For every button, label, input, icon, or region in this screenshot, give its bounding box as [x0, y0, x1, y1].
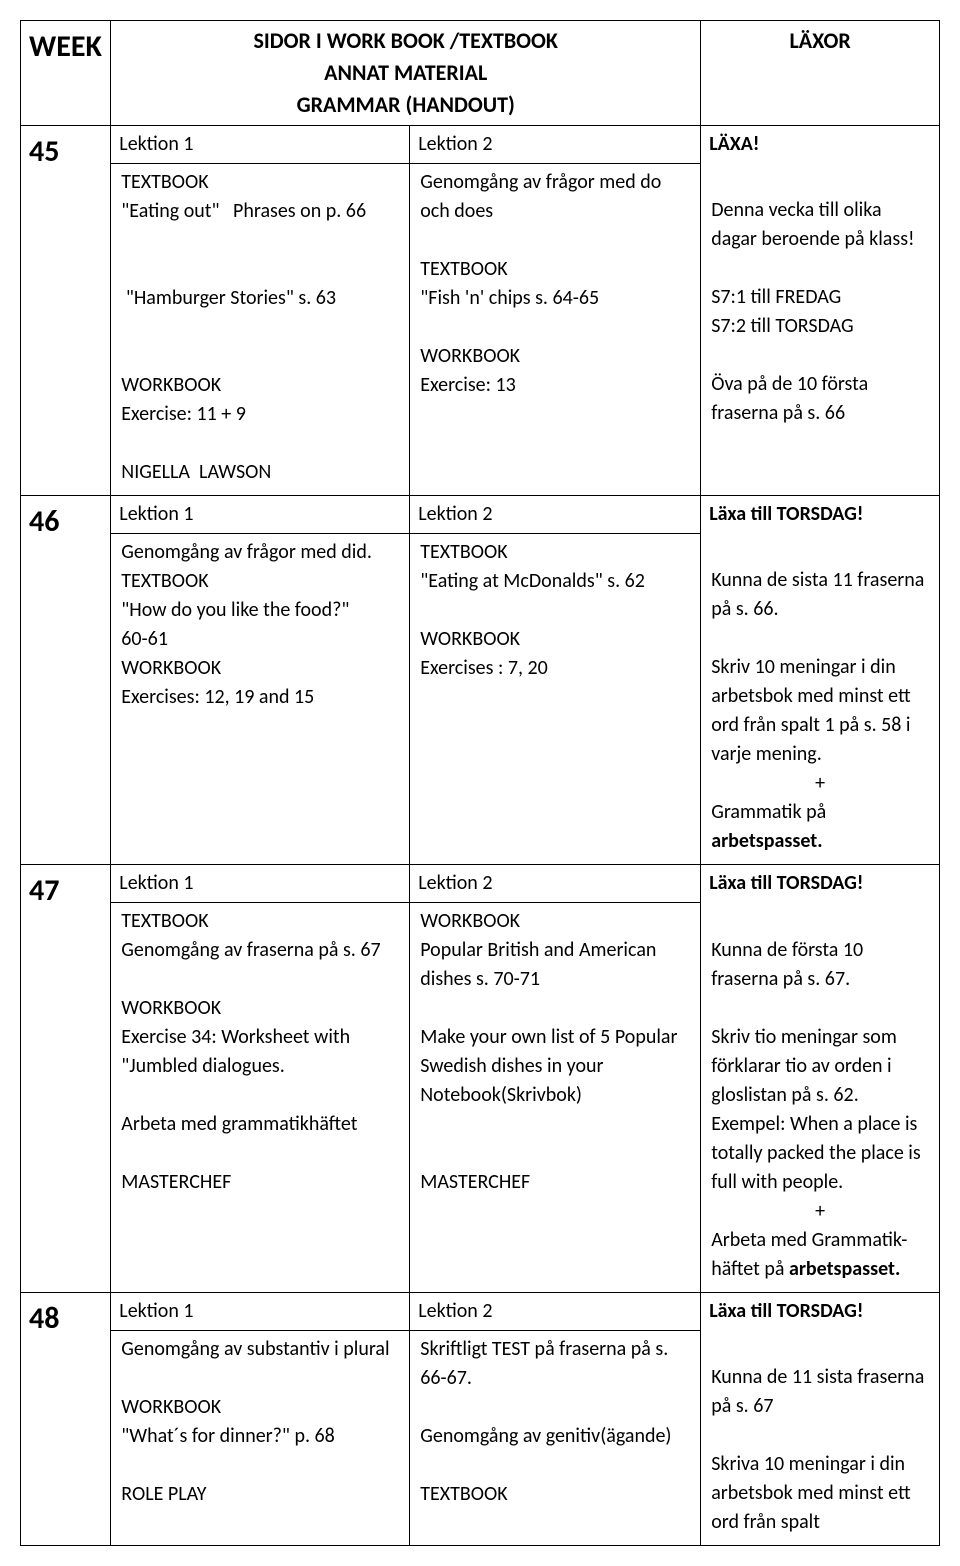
- week-46-laxor-body: Kunna de sista 11 fraserna på s. 66.Skri…: [701, 533, 940, 865]
- header-laxor: LÄXOR: [701, 21, 940, 126]
- week-48-lek1-body: Genomgång av substantiv i plural WORKBOO…: [111, 1330, 410, 1546]
- week-46-number: 46: [21, 495, 111, 865]
- week-48-laxor-body: Kunna de 11 sista fraserna på s. 67 Skri…: [701, 1330, 940, 1546]
- header-middle: SIDOR I WORK BOOK /TEXTBOOK ANNAT MATERI…: [111, 21, 701, 126]
- week-45-laxor-body: Denna vecka till olika dagar beroende på…: [701, 163, 940, 495]
- week-48-laxor-title: Läxa till TORSDAG!: [701, 1292, 940, 1330]
- week-48-number: 48: [21, 1292, 111, 1546]
- week-46-lek1-body: Genomgång av frågor med did. TEXTBOOK "H…: [111, 533, 410, 865]
- header-row: WEEK SIDOR I WORK BOOK /TEXTBOOK ANNAT M…: [21, 21, 940, 126]
- week-48-body-row: Genomgång av substantiv i plural WORKBOO…: [21, 1330, 940, 1546]
- week-46-body-row: Genomgång av frågor med did. TEXTBOOK "H…: [21, 533, 940, 865]
- week-47-lek1-title: Lektion 1: [111, 865, 410, 903]
- week-45-lek1-body: TEXTBOOK "Eating out" Phrases on p. 66 "…: [111, 163, 410, 495]
- week-47-number: 47: [21, 865, 111, 1293]
- week-46-lek2-body: TEXTBOOK "Eating at McDonalds" s. 62 WOR…: [410, 533, 701, 865]
- week-45-laxor-title: LÄXA!: [701, 125, 940, 163]
- week-48-title-row: 48 Lektion 1 Lektion 2 Läxa till TORSDAG…: [21, 1292, 940, 1330]
- week-45-lek2-body: Genomgång av frågor med do och does TEXT…: [410, 163, 701, 495]
- header-week: WEEK: [21, 21, 111, 126]
- week-47-laxor-body: Kunna de första 10 fraserna på s. 67.Skr…: [701, 903, 940, 1293]
- week-47-lek2-body: WORKBOOK Popular British and American di…: [410, 903, 701, 1293]
- week-45-lek2-title: Lektion 2: [410, 125, 701, 163]
- week-46-title-row: 46 Lektion 1 Lektion 2 Läxa till TORSDAG…: [21, 495, 940, 533]
- week-45-title-row: 45 Lektion 1 Lektion 2 LÄXA!: [21, 125, 940, 163]
- week-48-lek2-title: Lektion 2: [410, 1292, 701, 1330]
- week-48-lek1-title: Lektion 1: [111, 1292, 410, 1330]
- week-48-lek2-body: Skriftligt TEST på fraserna på s. 66-67.…: [410, 1330, 701, 1546]
- week-46-lek2-title: Lektion 2: [410, 495, 701, 533]
- week-46-laxor-title: Läxa till TORSDAG!: [701, 495, 940, 533]
- lesson-plan-table: WEEK SIDOR I WORK BOOK /TEXTBOOK ANNAT M…: [20, 20, 940, 1546]
- week-45-lek1-title: Lektion 1: [111, 125, 410, 163]
- week-47-body-row: TEXTBOOK Genomgång av fraserna på s. 67 …: [21, 903, 940, 1293]
- week-47-title-row: 47 Lektion 1 Lektion 2 Läxa till TORSDAG…: [21, 865, 940, 903]
- week-47-laxor-title: Läxa till TORSDAG!: [701, 865, 940, 903]
- week-47-lek2-title: Lektion 2: [410, 865, 701, 903]
- week-46-lek1-title: Lektion 1: [111, 495, 410, 533]
- week-45-body-row: TEXTBOOK "Eating out" Phrases on p. 66 "…: [21, 163, 940, 495]
- week-45-number: 45: [21, 125, 111, 495]
- week-47-lek1-body: TEXTBOOK Genomgång av fraserna på s. 67 …: [111, 903, 410, 1293]
